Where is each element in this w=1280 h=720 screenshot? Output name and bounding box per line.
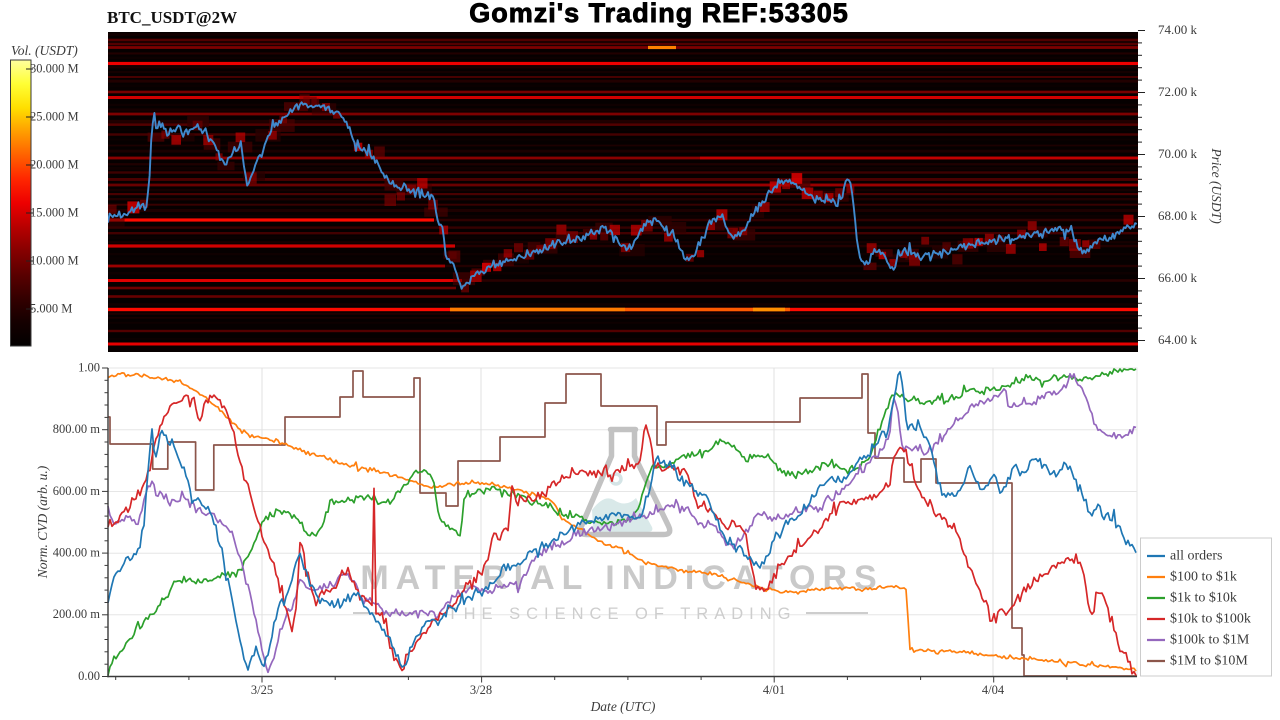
svg-text:20.000 M: 20.000 M bbox=[30, 157, 79, 171]
svg-text:72.00 k: 72.00 k bbox=[1158, 84, 1198, 99]
svg-text:$1M to $10M: $1M to $10M bbox=[1170, 654, 1248, 669]
svg-text:70.00 k: 70.00 k bbox=[1158, 146, 1198, 161]
svg-text:66.00 k: 66.00 k bbox=[1158, 270, 1198, 285]
svg-text:25.000 M: 25.000 M bbox=[30, 109, 79, 123]
svg-text:0.00: 0.00 bbox=[78, 669, 100, 683]
svg-text:200.00 m: 200.00 m bbox=[53, 607, 101, 621]
svg-text:$1k to $10k: $1k to $10k bbox=[1170, 591, 1237, 606]
svg-text:THE SCIENCE OF TRADING: THE SCIENCE OF TRADING bbox=[448, 605, 797, 623]
svg-text:Vol. (USDT): Vol. (USDT) bbox=[11, 43, 78, 58]
svg-text:Date (UTC): Date (UTC) bbox=[590, 699, 656, 714]
svg-text:BTC_USDT@2W: BTC_USDT@2W bbox=[107, 8, 237, 27]
svg-text:1.00: 1.00 bbox=[78, 360, 100, 374]
svg-text:800.00 m: 800.00 m bbox=[53, 422, 101, 436]
svg-text:4/01: 4/01 bbox=[763, 683, 785, 697]
svg-text:600.00 m: 600.00 m bbox=[53, 484, 101, 498]
svg-text:30.000 M: 30.000 M bbox=[30, 61, 79, 75]
svg-text:400.00 m: 400.00 m bbox=[53, 546, 101, 560]
svg-text:10.000 M: 10.000 M bbox=[30, 253, 79, 267]
svg-text:64.00 k: 64.00 k bbox=[1158, 332, 1198, 347]
svg-text:5.000 M: 5.000 M bbox=[30, 301, 72, 315]
svg-text:3/25: 3/25 bbox=[251, 683, 273, 697]
svg-text:$100k to $1M: $100k to $1M bbox=[1170, 633, 1250, 648]
svg-text:3/28: 3/28 bbox=[470, 683, 492, 697]
svg-text:15.000 M: 15.000 M bbox=[30, 205, 79, 219]
svg-text:$100 to $1k: $100 to $1k bbox=[1170, 570, 1237, 585]
svg-text:Norm. CVD (arb. u.): Norm. CVD (arb. u.) bbox=[35, 465, 50, 579]
svg-text:$10k to $100k: $10k to $100k bbox=[1170, 612, 1251, 627]
svg-text:all orders: all orders bbox=[1170, 549, 1222, 564]
svg-text:74.00 k: 74.00 k bbox=[1158, 22, 1198, 37]
svg-text:Gomzi's Trading REF:53305: Gomzi's Trading REF:53305 bbox=[469, 0, 849, 28]
svg-text:68.00 k: 68.00 k bbox=[1158, 208, 1198, 223]
svg-text:4/04: 4/04 bbox=[982, 683, 1005, 697]
svg-text:Price (USDT): Price (USDT) bbox=[1209, 147, 1224, 224]
